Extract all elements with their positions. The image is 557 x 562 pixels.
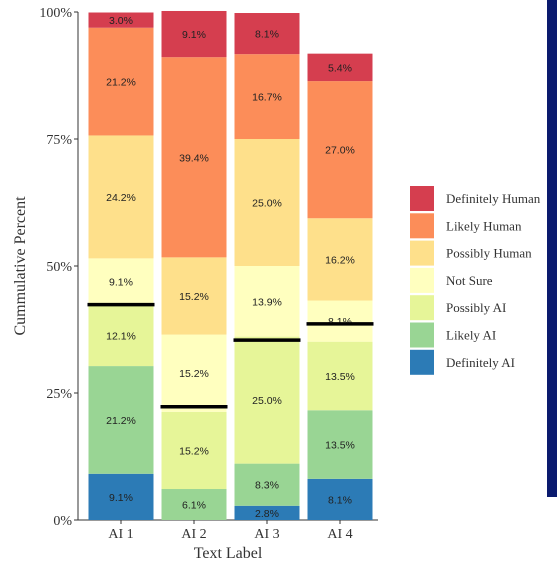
legend-swatch (410, 267, 434, 293)
legend-label: Definitely Human (446, 191, 541, 206)
bar-value-label: 2.8% (255, 508, 279, 520)
bar-segment (234, 505, 300, 520)
bar-segment (88, 27, 154, 136)
legend-label: Possibly AI (446, 300, 506, 315)
bar-segment (161, 57, 227, 258)
bar-value-label: 16.7% (252, 92, 282, 104)
legend-label: Possibly Human (446, 246, 532, 261)
bar-value-label: 5.4% (328, 62, 352, 74)
bar-segment (88, 366, 154, 474)
bar-segment (234, 13, 300, 55)
bar-segment (234, 54, 300, 139)
x-tick-label: AI 4 (327, 527, 352, 542)
legend-label: Not Sure (446, 273, 493, 288)
bar-segment (234, 336, 300, 464)
y-tick-label: 50% (46, 260, 72, 275)
bar-value-label: 13.5% (325, 371, 355, 383)
bar-value-label: 8.3% (255, 480, 279, 492)
figure-background-bottom-right (436, 497, 557, 562)
bar-segment (161, 10, 227, 58)
legend-label: Definitely AI (446, 355, 515, 370)
legend-swatch (410, 322, 434, 348)
bar-value-label: 15.2% (179, 368, 209, 380)
bar-value-label: 21.2% (106, 415, 136, 427)
legend-swatch (410, 295, 434, 321)
bar-value-label: 8.1% (328, 316, 352, 328)
bar-segment (307, 300, 373, 342)
bar-segment (307, 478, 373, 520)
bar-segment (88, 12, 154, 28)
bar-segment (161, 411, 227, 490)
bar-value-label: 21.2% (106, 77, 136, 89)
legend-label: Likely Human (446, 218, 522, 233)
legend-swatch (410, 213, 434, 239)
figure-background-left (0, 0, 10, 497)
bar-segment (307, 410, 373, 479)
x-tick-label: AI 3 (254, 527, 279, 542)
bar-value-label: 9.1% (109, 276, 133, 288)
x-axis-title: Text Label (194, 545, 263, 562)
bar-value-label: 39.4% (179, 152, 209, 164)
legend-label: Likely AI (446, 328, 496, 343)
bar-segment (88, 473, 154, 520)
bar-segment (88, 304, 154, 367)
bar-segment (234, 463, 300, 506)
bar-value-label: 6.1% (182, 500, 206, 512)
bar-segment (307, 341, 373, 411)
bar-value-label: 15.2% (179, 291, 209, 303)
bar-value-label: 15.2% (179, 445, 209, 457)
bar-value-label: 8.1% (255, 29, 279, 41)
y-axis-title: Cummulative Percent (12, 196, 29, 336)
x-tick-label: AI 1 (108, 527, 133, 542)
bar-value-label: 3.0% (109, 15, 133, 27)
figure-background-bottom-left (0, 497, 10, 562)
bar-segment (161, 489, 227, 520)
legend-swatch (410, 240, 434, 266)
bar-value-label: 13.9% (252, 296, 282, 308)
bar-value-label: 9.1% (109, 492, 133, 504)
bar-segment (234, 139, 300, 266)
bar-value-label: 8.1% (328, 494, 352, 506)
bar-value-label: 25.0% (252, 198, 282, 210)
bar-value-label: 16.2% (325, 254, 355, 266)
bar-segment (88, 258, 154, 305)
bar-segment (234, 266, 300, 337)
bar-segment (307, 53, 373, 82)
bar-segment (161, 257, 227, 335)
y-tick-label: 25% (46, 387, 72, 402)
bar-segment (307, 218, 373, 301)
bar-value-label: 24.2% (106, 192, 136, 204)
bar-segment (161, 334, 227, 412)
bar-segment (307, 81, 373, 219)
y-tick-label: 0% (53, 514, 72, 529)
bar-value-label: 12.1% (106, 330, 136, 342)
bar-value-label: 27.0% (325, 145, 355, 157)
x-tick-label: AI 2 (181, 527, 206, 542)
bar-value-label: 13.5% (325, 440, 355, 452)
y-tick-label: 75% (46, 133, 72, 148)
legend-swatch (410, 349, 434, 375)
bar-segment (88, 135, 154, 259)
y-tick-label: 100% (39, 6, 72, 21)
bar-value-label: 25.0% (252, 395, 282, 407)
bar-value-label: 9.1% (182, 29, 206, 41)
legend-swatch (410, 186, 434, 211)
